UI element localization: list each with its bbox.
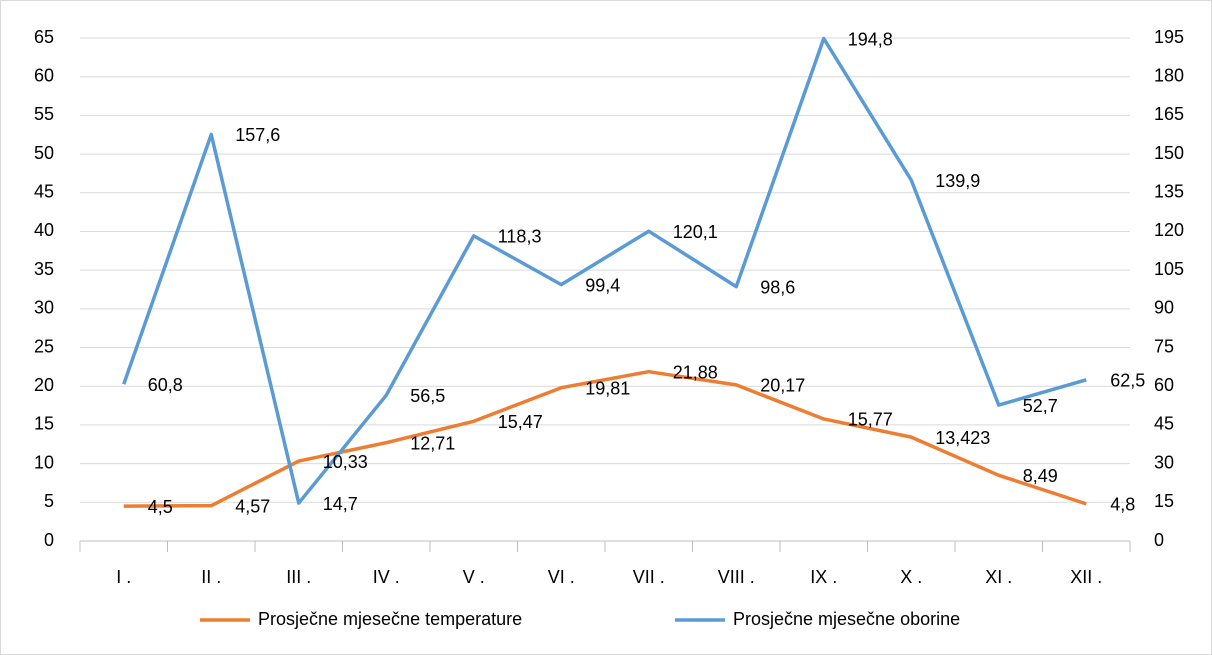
x-tick-label: XII .	[1070, 567, 1102, 587]
data-label: 4,8	[1110, 495, 1135, 515]
y2-tick-label: 90	[1154, 298, 1174, 318]
data-label: 194,8	[848, 29, 893, 49]
legend-label: Prosječne mjesečne temperature	[258, 609, 522, 629]
y2-tick-label: 75	[1154, 336, 1174, 356]
data-label: 139,9	[935, 171, 980, 191]
x-tick-label: XI .	[985, 567, 1012, 587]
y-tick-label: 35	[34, 259, 54, 279]
data-label: 4,5	[148, 497, 173, 517]
data-label: 4,57	[235, 496, 270, 516]
y-tick-label: 40	[34, 220, 54, 240]
y2-tick-label: 30	[1154, 452, 1174, 472]
x-tick-label: VII .	[633, 567, 665, 587]
data-label: 8,49	[1023, 466, 1058, 486]
data-label: 99,4	[585, 275, 620, 295]
y2-tick-label: 135	[1154, 182, 1184, 202]
x-tick-label: III .	[286, 567, 311, 587]
y2-tick-label: 105	[1154, 259, 1184, 279]
data-label: 19,81	[585, 378, 630, 398]
series-line	[122, 36, 1087, 505]
x-tick-label: VIII .	[718, 567, 755, 587]
y2-tick-label: 120	[1154, 220, 1184, 240]
y2-tick-label: 0	[1154, 530, 1164, 550]
x-tick-label: I .	[116, 567, 131, 587]
data-label: 10,33	[323, 452, 368, 472]
data-label: 15,47	[498, 412, 543, 432]
y-tick-label: 50	[34, 143, 54, 163]
data-label: 62,5	[1110, 371, 1145, 391]
y-tick-label: 15	[34, 414, 54, 434]
x-tick-label: VI .	[548, 567, 575, 587]
series-line	[123, 369, 1087, 508]
data-label: 21,88	[673, 362, 718, 382]
y-tick-label: 30	[34, 298, 54, 318]
y2-tick-label: 195	[1154, 27, 1184, 47]
data-label: 118,3	[498, 227, 542, 247]
y-tick-label: 55	[34, 104, 54, 124]
y-tick-label: 5	[44, 491, 54, 511]
data-label: 12,71	[410, 433, 455, 453]
y-tick-label: 10	[34, 452, 54, 472]
y2-tick-label: 45	[1154, 414, 1174, 434]
y2-tick-label: 180	[1154, 65, 1184, 85]
x-tick-label: X .	[900, 567, 922, 587]
y2-tick-label: 165	[1154, 104, 1184, 124]
y-tick-label: 65	[34, 27, 54, 47]
y2-tick-label: 15	[1154, 491, 1174, 511]
y2-tick-label: 150	[1154, 143, 1184, 163]
data-label: 52,7	[1023, 396, 1058, 416]
data-label: 13,423	[935, 428, 990, 448]
y-tick-label: 20	[34, 375, 54, 395]
y-tick-label: 60	[34, 65, 54, 85]
x-tick-label: V .	[463, 567, 485, 587]
y-tick-label: 45	[34, 182, 54, 202]
y-tick-label: 0	[44, 530, 54, 550]
legend-label: Prosječne mjesečne oborine	[733, 609, 960, 629]
x-tick-label: IX .	[810, 567, 837, 587]
data-label: 60,8	[148, 375, 183, 395]
data-label: 15,77	[848, 410, 893, 430]
data-label: 20,17	[760, 376, 805, 396]
y2-tick-label: 60	[1154, 375, 1174, 395]
data-label: 157,6	[235, 125, 280, 145]
x-tick-label: II .	[201, 567, 221, 587]
x-tick-label: IV .	[373, 567, 400, 587]
data-label: 56,5	[410, 386, 445, 406]
y-tick-label: 25	[34, 336, 54, 356]
data-label: 98,6	[760, 277, 795, 297]
data-label: 120,1	[673, 222, 718, 242]
data-label: 14,7	[323, 494, 358, 514]
